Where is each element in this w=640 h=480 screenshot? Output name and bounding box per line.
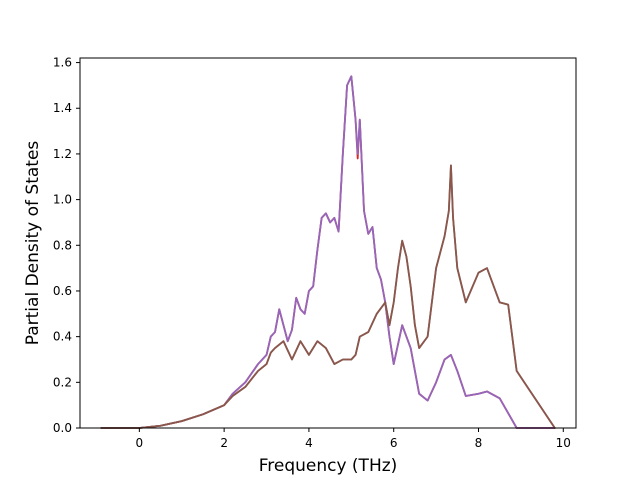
x-tick-label: 2 — [220, 436, 228, 450]
y-tick-label: 0.8 — [53, 238, 72, 252]
x-tick-label: 8 — [475, 436, 483, 450]
x-tick-label: 6 — [390, 436, 398, 450]
series-line-2 — [100, 75, 556, 429]
y-tick-label: 1.2 — [53, 147, 72, 161]
series-line-4 — [100, 164, 556, 429]
x-tick-label: 0 — [136, 436, 144, 450]
y-tick-label: 1.0 — [53, 193, 72, 207]
y-tick-label: 1.4 — [53, 101, 72, 115]
y-axis-label: Partial Density of States — [23, 141, 43, 346]
y-tick-label: 0.0 — [53, 421, 72, 435]
y-tick-label: 0.6 — [53, 284, 72, 298]
series-line-1 — [100, 75, 556, 429]
series-layer — [100, 75, 556, 429]
plot-frame — [79, 57, 577, 429]
y-tick-label: 0.2 — [53, 375, 72, 389]
x-tick-label: 4 — [305, 436, 313, 450]
x-tick-label: 10 — [556, 436, 571, 450]
y-tick-label: 1.6 — [53, 56, 72, 70]
ticks-layer: 0 2 4 6 8 10 0.0 0.2 0.4 0.6 0.8 1.0 1.2 1.4 1.6 — [53, 56, 571, 450]
x-axis-label: Frequency (THz) — [259, 456, 398, 476]
series-line-3 — [100, 164, 556, 429]
y-tick-label: 0.4 — [53, 330, 72, 344]
